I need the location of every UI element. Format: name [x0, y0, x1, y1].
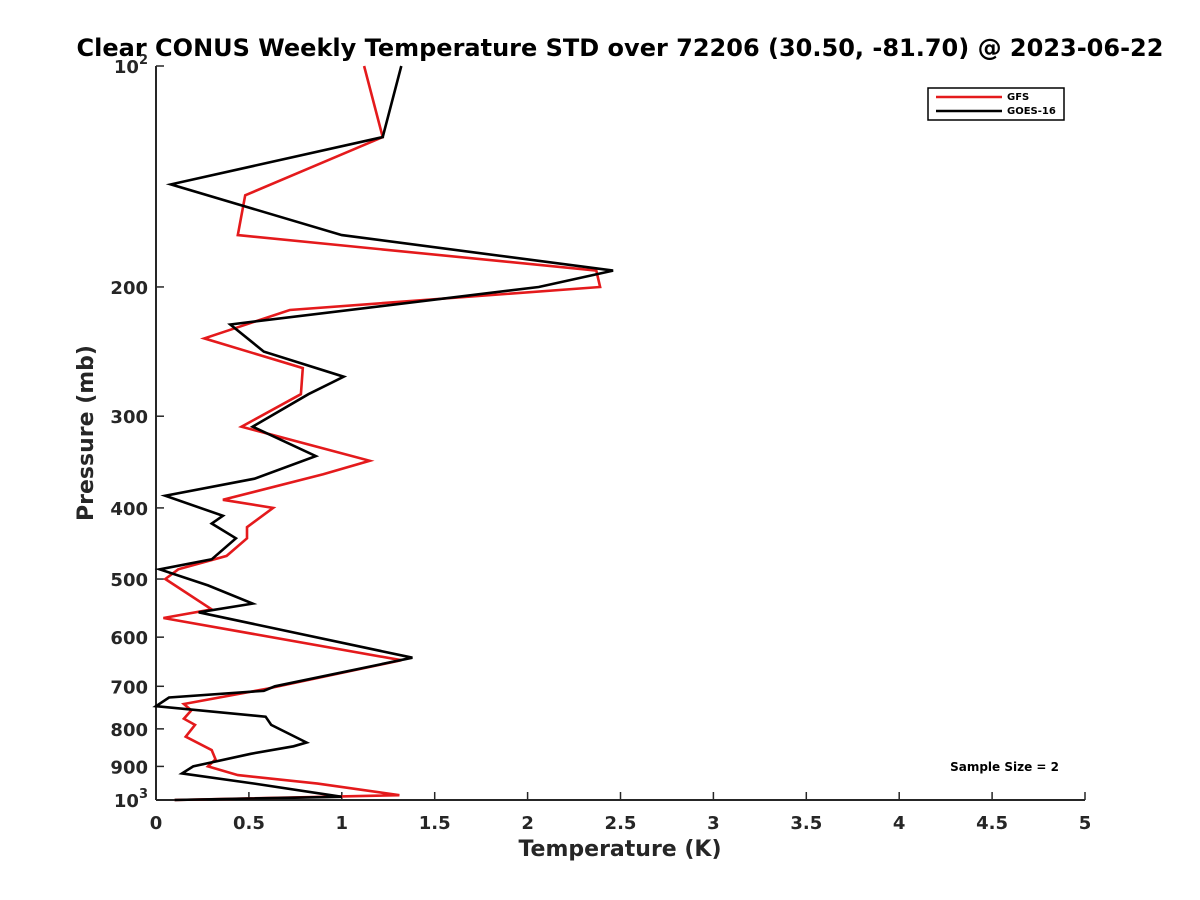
series-line-goes-16	[152, 65, 614, 802]
x-tick-label: 4.5	[976, 813, 1008, 834]
y-tick-label: 600	[110, 628, 148, 649]
y-axis-label: Pressure (mb)	[74, 345, 99, 521]
y-tick-label: 200	[110, 278, 148, 299]
y-tick-label: 500	[110, 570, 148, 591]
y-tick-label: 700	[110, 677, 148, 698]
legend-box	[927, 87, 1065, 121]
y-tick-label: 900	[110, 757, 148, 778]
x-tick-label: 3.5	[790, 813, 822, 834]
y-tick-label: 400	[110, 499, 148, 520]
legend: GFS GOES-16	[927, 87, 1065, 121]
x-tick-label: 2.5	[605, 813, 637, 834]
x-axis-label: Temperature (K)	[518, 837, 721, 862]
series-line-gfs	[163, 65, 602, 802]
x-tick-label: 2	[521, 813, 534, 834]
y-tick-label: 300	[110, 407, 148, 428]
x-tick-label: 5	[1079, 813, 1092, 834]
x-tick-label: 0	[150, 813, 163, 834]
chart-title: Clear CONUS Weekly Temperature STD over …	[77, 34, 1164, 62]
x-axis-ticks: 0 0.5 1 1.5 2 2.5 3 3.5 4 4.5 5	[150, 792, 1092, 834]
sample-size-annotation: Sample Size = 2	[950, 760, 1059, 774]
y-axis-ticks: 102 200 300 400 500 600 700 800 900 103	[110, 53, 164, 812]
x-tick-label: 1	[336, 813, 349, 834]
x-tick-label: 0.5	[233, 813, 265, 834]
legend-label-goes-16: GOES-16	[1007, 106, 1056, 117]
x-tick-label: 4	[893, 813, 906, 834]
legend-label-gfs: GFS	[1007, 92, 1029, 103]
x-tick-label: 1.5	[419, 813, 451, 834]
series-group	[152, 65, 614, 802]
y-tick-label: 800	[110, 720, 148, 741]
y-tick-label: 103	[114, 787, 148, 812]
x-tick-label: 3	[707, 813, 720, 834]
plot-area	[156, 66, 1085, 800]
y-tick-label: 102	[114, 53, 148, 78]
